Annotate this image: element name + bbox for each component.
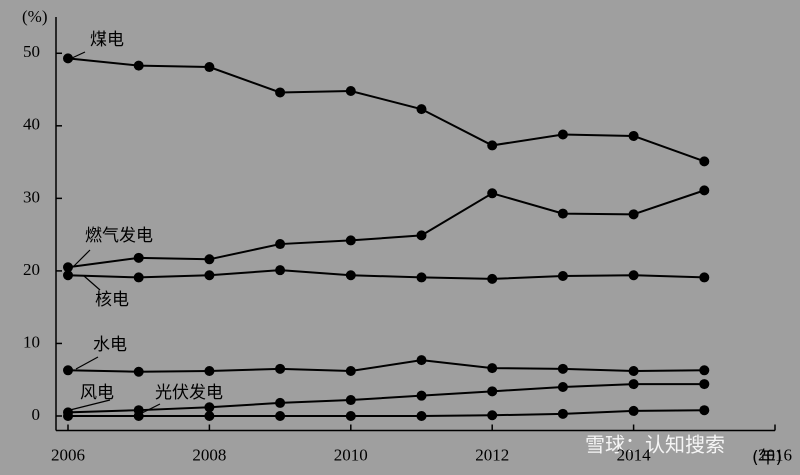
- data-point: [416, 390, 427, 401]
- leader-line: [75, 356, 99, 370]
- series-label: 风电: [80, 383, 114, 403]
- data-point: [133, 272, 144, 283]
- data-point: [204, 366, 215, 377]
- data-point: [275, 265, 286, 276]
- x-tick-label: 2016: [758, 445, 792, 464]
- data-point: [557, 270, 568, 281]
- data-point: [557, 363, 568, 374]
- y-tick-label: 40: [23, 115, 40, 134]
- data-point: [275, 410, 286, 421]
- data-point: [204, 62, 215, 73]
- data-point: [345, 395, 356, 406]
- series-line: [67, 359, 705, 373]
- data-point: [557, 408, 568, 419]
- data-point: [628, 209, 639, 220]
- data-point: [628, 130, 639, 141]
- leader-line: [83, 275, 101, 291]
- data-point: [416, 410, 427, 421]
- x-axis-label: (年): [752, 448, 782, 468]
- data-point: [204, 402, 215, 413]
- leader-line: [73, 249, 91, 267]
- x-tick-label: 2012: [475, 445, 509, 464]
- data-point: [63, 270, 73, 281]
- data-point: [63, 365, 73, 376]
- x-tick-label: 2008: [192, 445, 226, 464]
- data-point: [63, 410, 73, 421]
- data-point: [699, 405, 710, 416]
- data-point: [345, 366, 356, 377]
- y-tick-label: 20: [23, 260, 40, 279]
- y-tick-label: 0: [32, 405, 41, 424]
- series-label: 水电: [93, 335, 127, 355]
- leader-line: [71, 51, 86, 59]
- data-point: [204, 270, 215, 281]
- data-point: [487, 273, 498, 284]
- data-point: [345, 270, 356, 281]
- data-point: [345, 410, 356, 421]
- data-point: [416, 104, 427, 115]
- series-label: 光伏发电: [155, 383, 223, 403]
- x-tick-label: 2006: [51, 445, 85, 464]
- data-point: [699, 379, 710, 390]
- data-point: [557, 381, 568, 392]
- data-point: [416, 272, 427, 283]
- series-line: [67, 383, 705, 414]
- series-label: 煤电: [90, 30, 124, 50]
- data-point: [487, 410, 498, 421]
- data-point: [133, 252, 144, 263]
- leader-line: [69, 399, 111, 411]
- data-point: [699, 156, 710, 167]
- data-point: [275, 87, 286, 98]
- data-point: [275, 239, 286, 250]
- data-point: [487, 386, 498, 397]
- series-label: 燃气发电: [85, 226, 153, 246]
- data-point: [133, 366, 144, 377]
- data-point: [416, 230, 427, 241]
- data-point: [557, 208, 568, 219]
- data-point: [133, 60, 144, 71]
- data-point: [699, 272, 710, 283]
- data-point: [699, 365, 710, 376]
- data-point: [345, 85, 356, 96]
- series-line: [68, 409, 705, 417]
- data-point: [63, 262, 73, 273]
- data-point: [487, 188, 498, 199]
- x-tick-label: 2010: [334, 445, 368, 464]
- data-point: [416, 355, 427, 366]
- data-point: [487, 140, 498, 151]
- data-point: [628, 379, 639, 390]
- leader-line: [139, 403, 161, 415]
- data-point: [275, 397, 286, 408]
- y-tick-label: 10: [23, 332, 40, 351]
- series-line: [67, 269, 705, 280]
- data-point: [699, 185, 710, 196]
- data-point: [628, 366, 639, 377]
- data-point: [345, 235, 356, 246]
- y-tick-label: 30: [23, 187, 40, 206]
- data-point: [557, 129, 568, 140]
- x-tick-label: 2014: [617, 445, 652, 464]
- watermark: 雪球：认知搜索: [585, 433, 725, 457]
- series-label: 核电: [95, 290, 129, 310]
- series-line: [67, 189, 705, 269]
- data-point: [628, 270, 639, 281]
- data-point: [487, 363, 498, 374]
- series-line: [67, 57, 705, 163]
- data-point: [275, 363, 286, 374]
- y-axis-label: (%): [22, 7, 47, 26]
- data-point: [63, 53, 73, 64]
- data-point: [628, 405, 639, 416]
- y-tick-label: 50: [23, 42, 40, 61]
- data-point: [204, 410, 215, 421]
- data-point: [204, 254, 215, 265]
